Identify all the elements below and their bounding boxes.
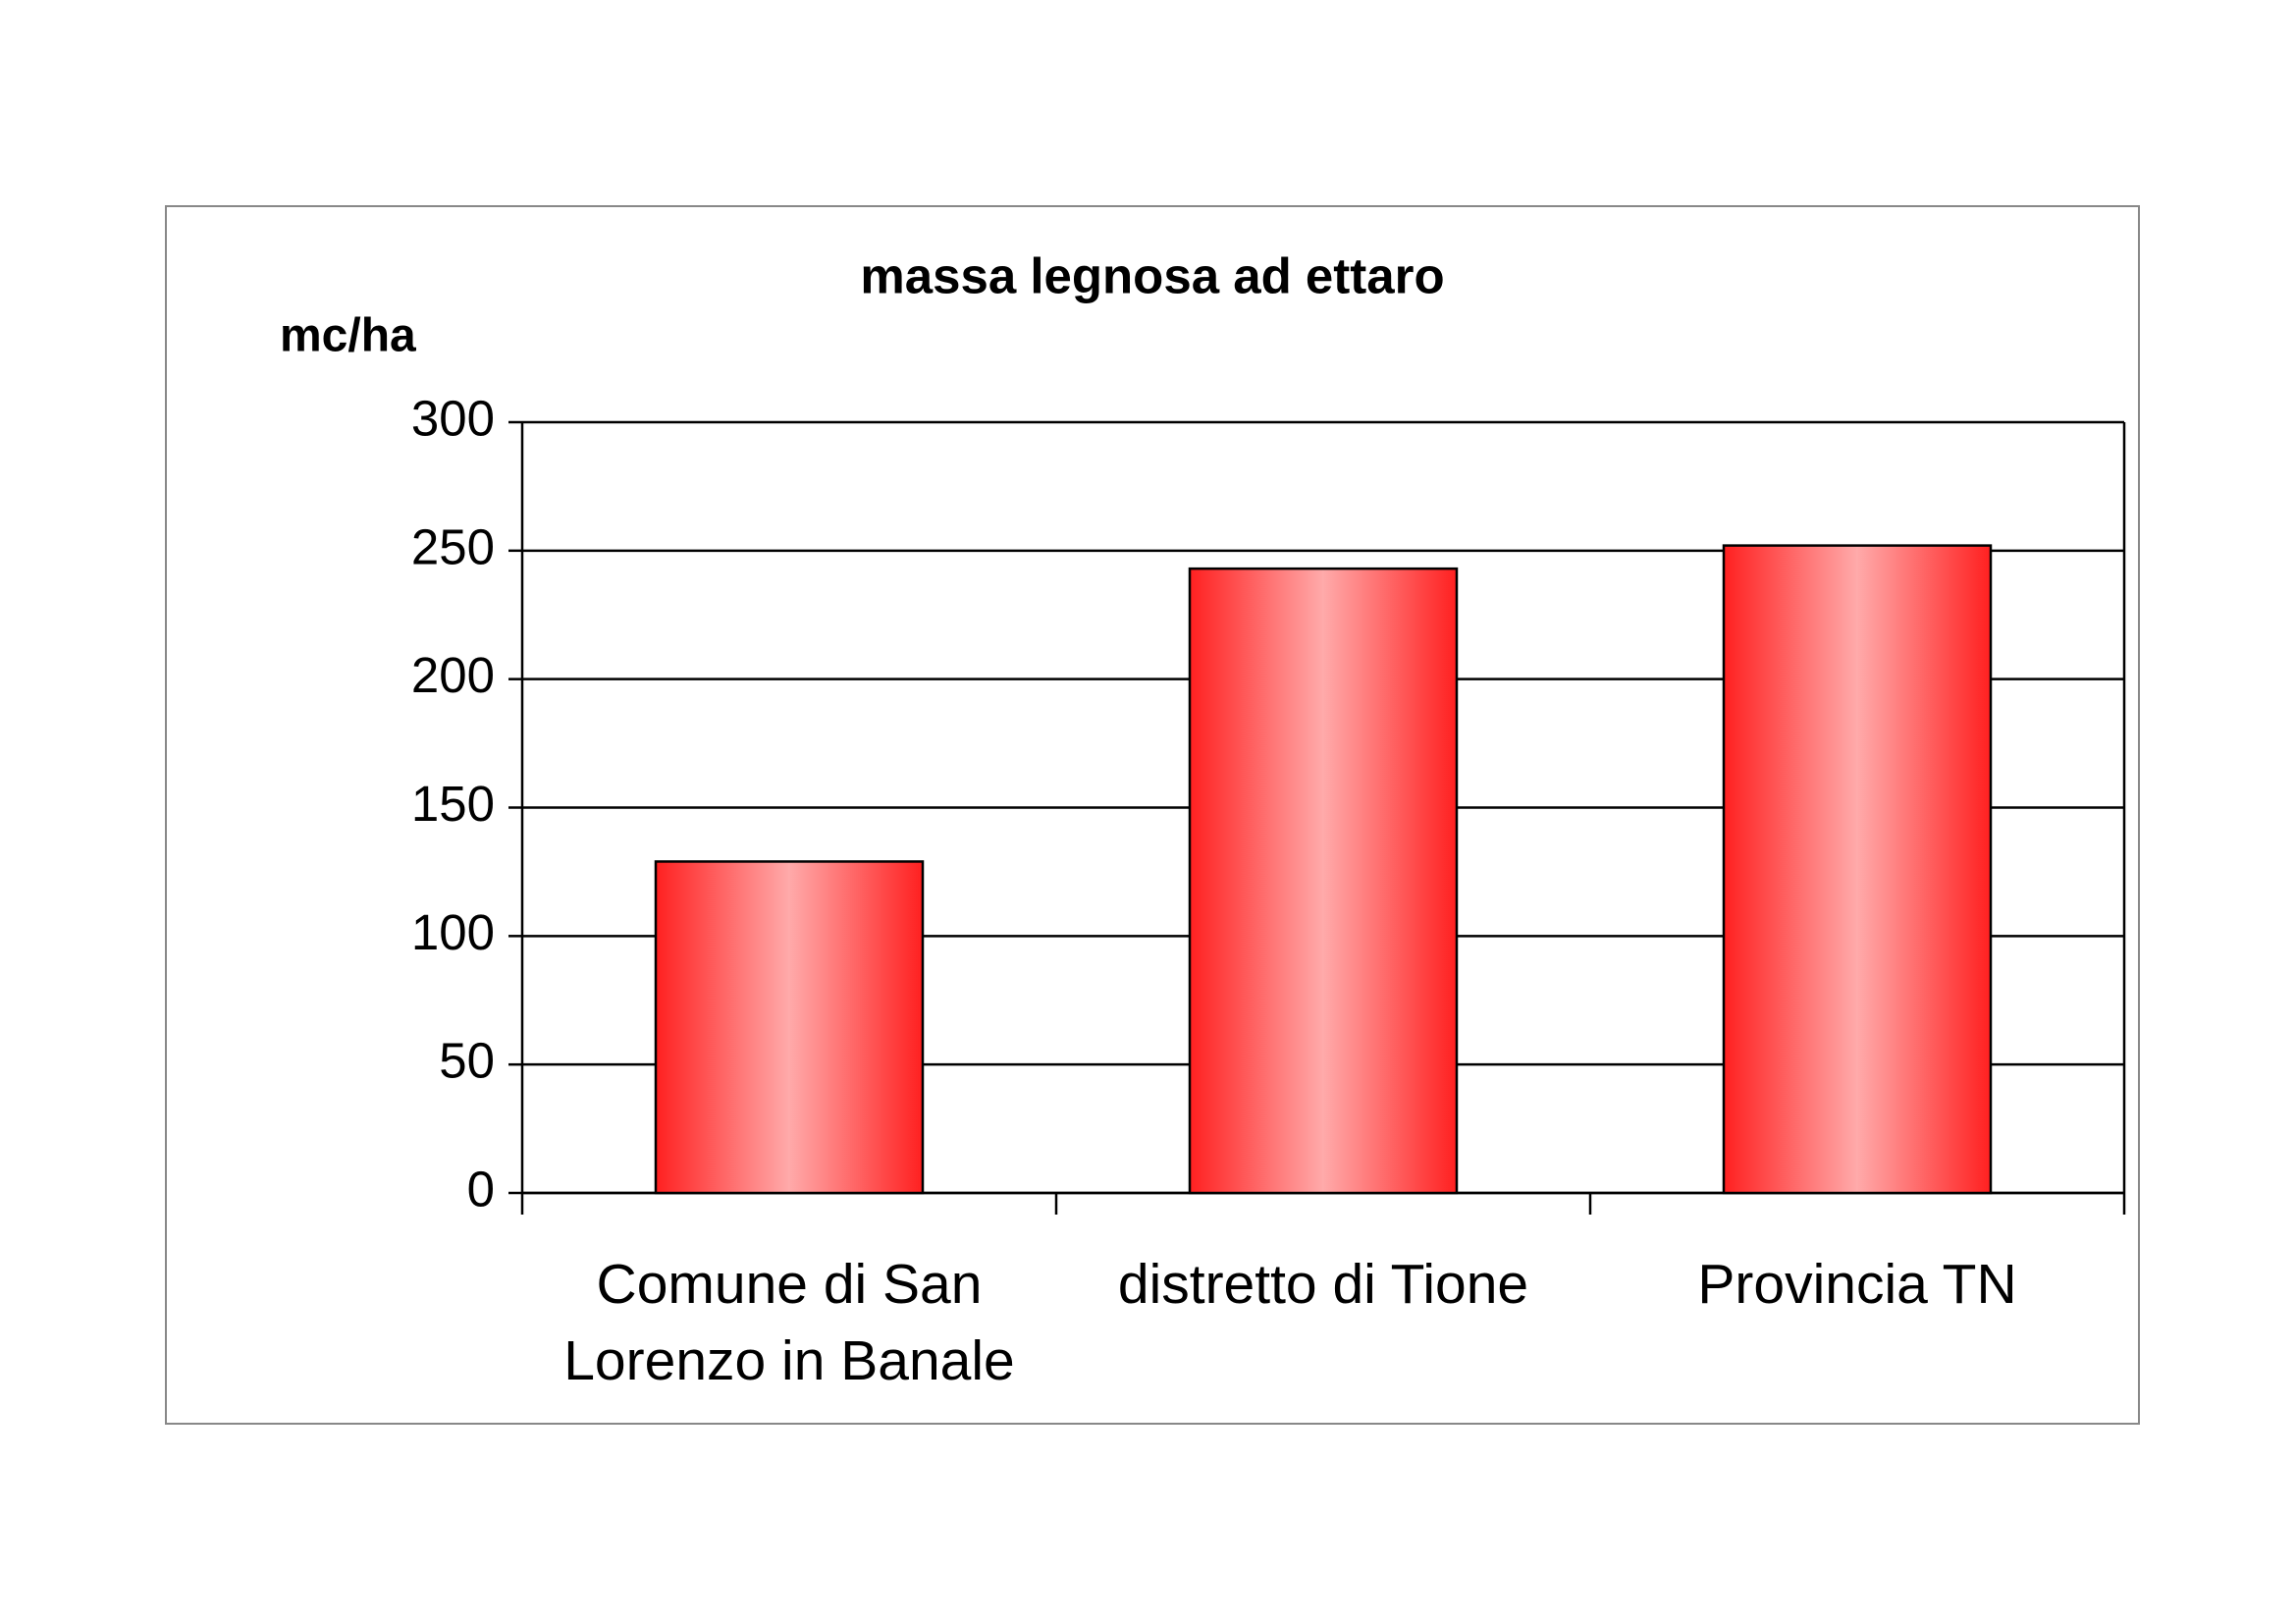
bar (654, 860, 925, 1195)
y-tick-label: 100 (411, 904, 495, 960)
x-tick-label: distretto di Tione (1117, 1253, 1529, 1316)
chart-title: massa legnosa ad ettaro (860, 247, 1444, 303)
bar (1722, 544, 1993, 1195)
y-tick-label: 250 (411, 518, 495, 574)
y-axis-label: mc/ha (280, 310, 416, 362)
y-tick-label: 300 (411, 390, 495, 446)
y-tick-label: 150 (411, 776, 495, 832)
x-tick-label: Provincia TN (1697, 1253, 2017, 1316)
y-tick-label: 200 (411, 647, 495, 703)
x-tick-label: Comune di San Lorenzo in Banale (563, 1253, 1015, 1392)
y-tick-label: 50 (439, 1033, 495, 1089)
y-tick-label: 0 (467, 1161, 495, 1217)
bar (1188, 567, 1459, 1195)
